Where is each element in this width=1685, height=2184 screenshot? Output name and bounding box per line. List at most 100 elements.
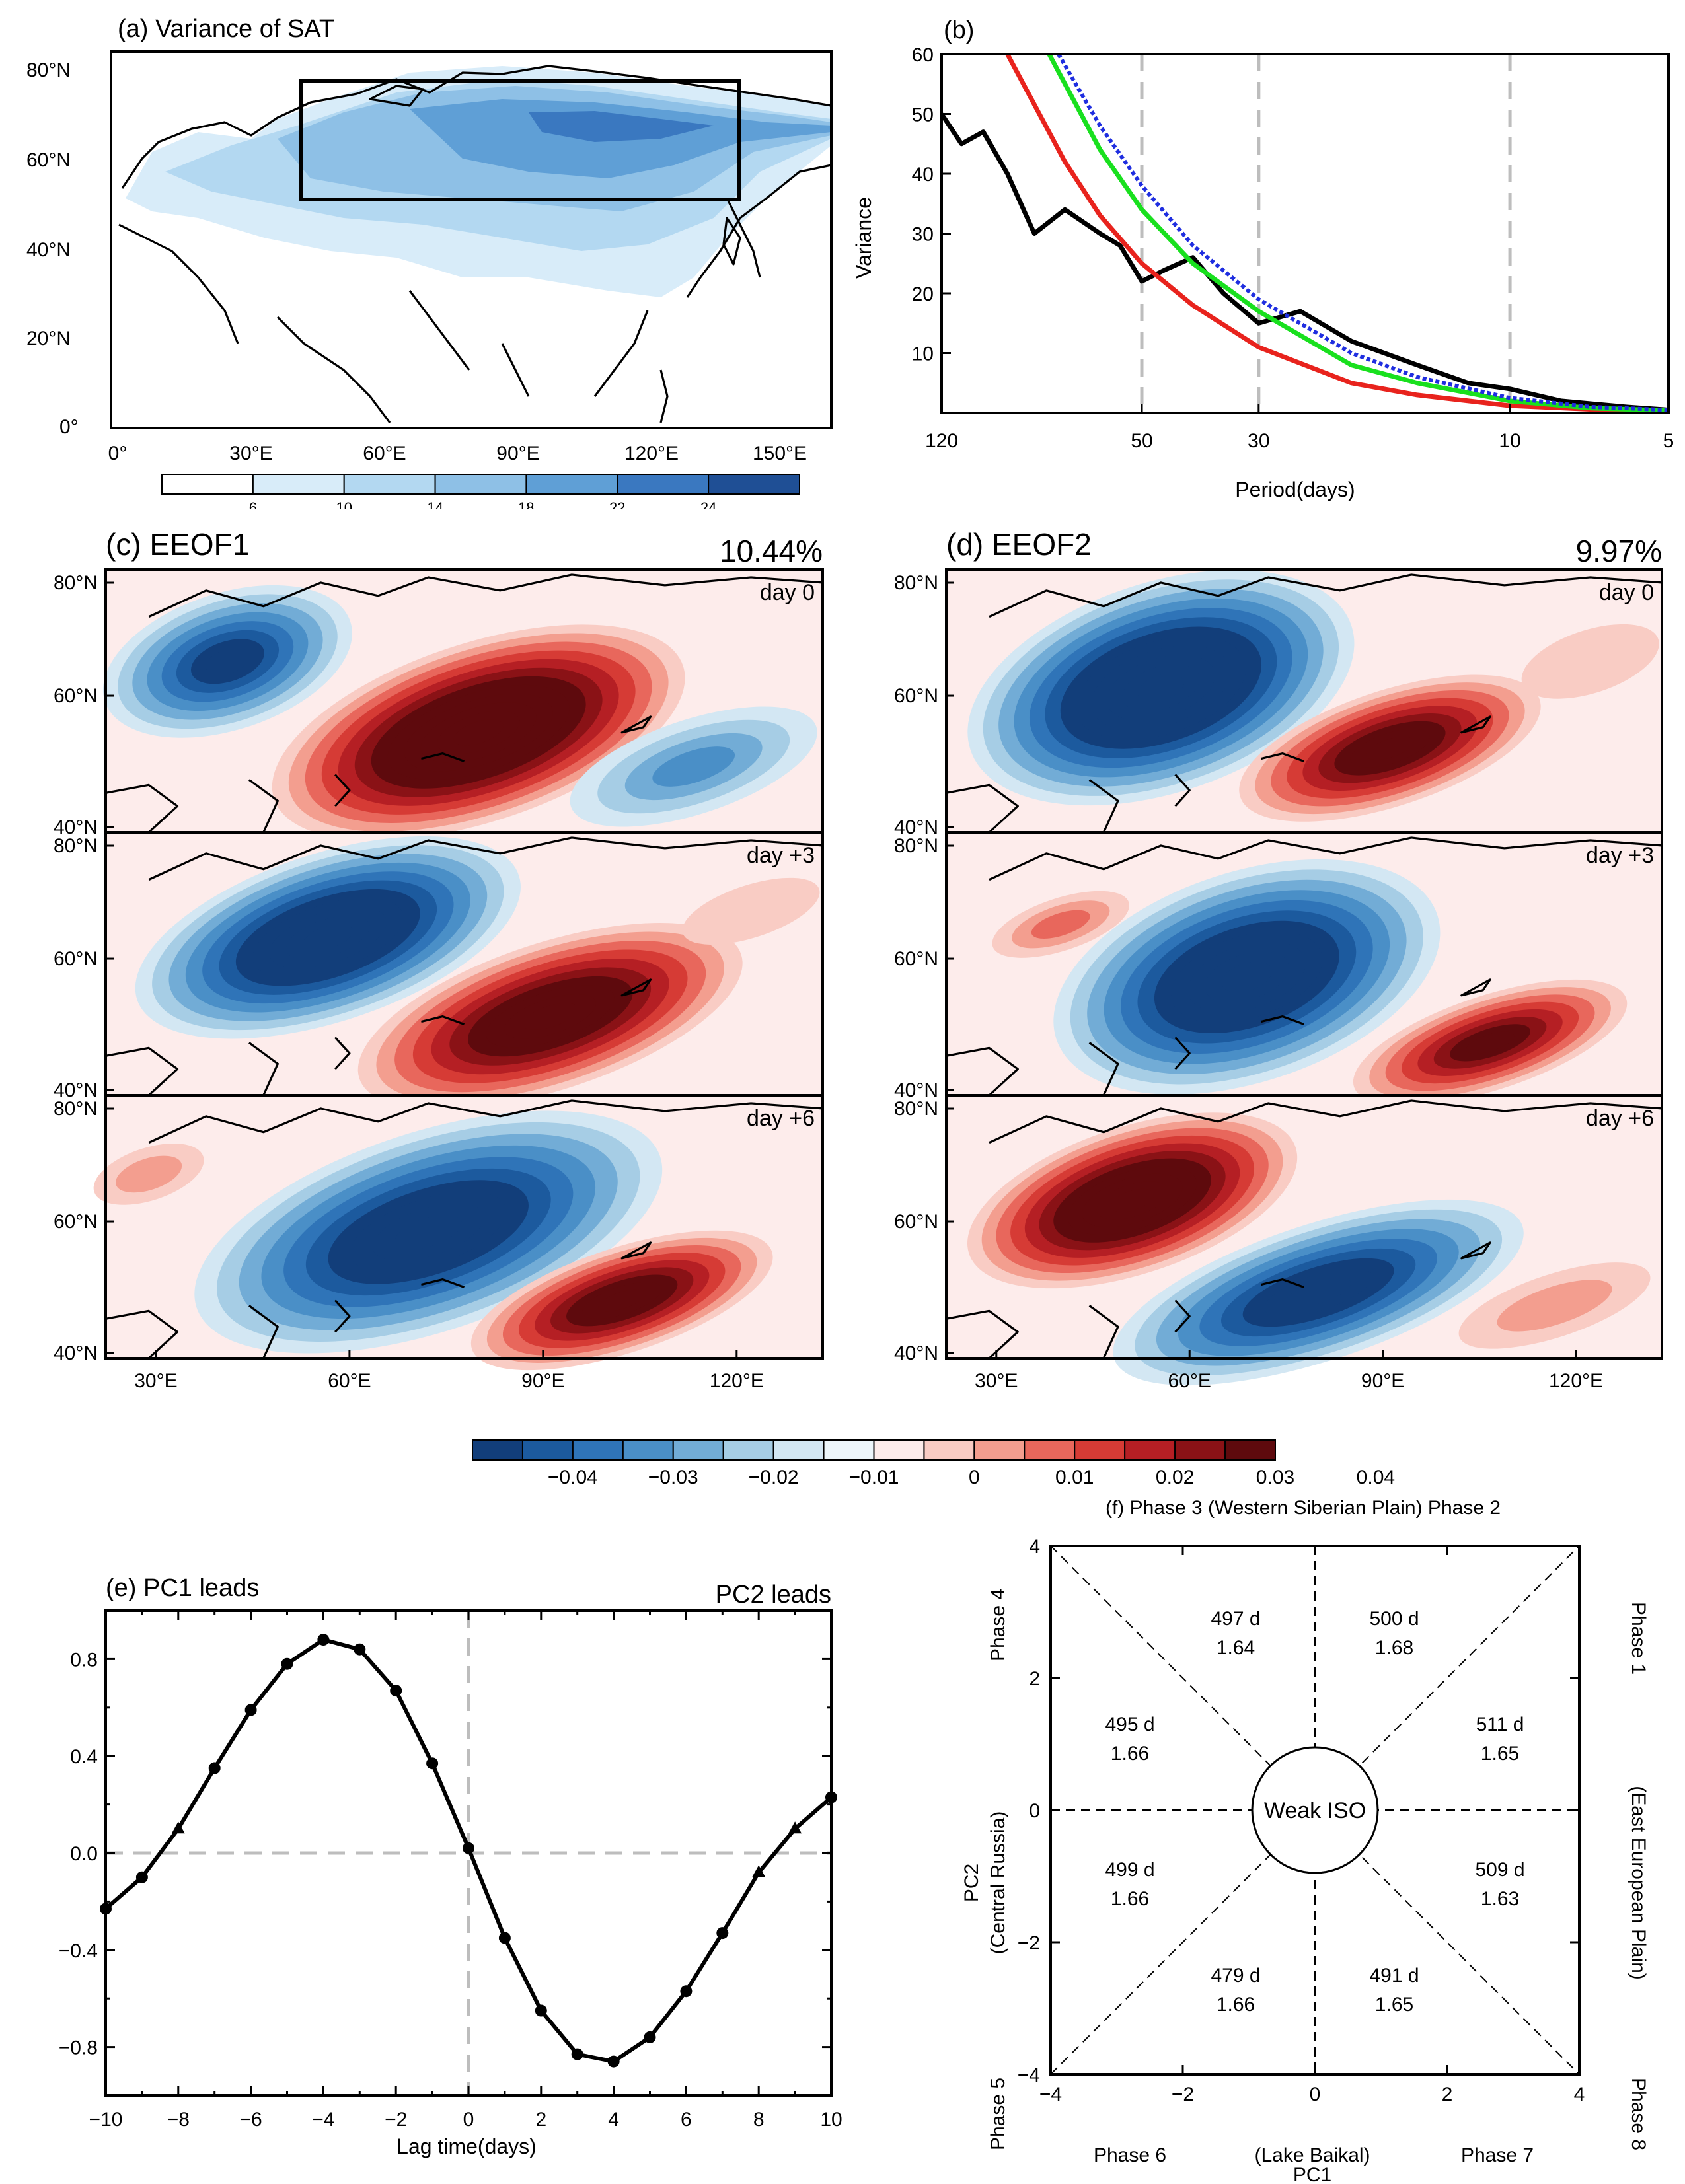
x-tick-label: 0 [463,2109,474,2130]
data-point [571,2048,583,2060]
data-point [244,1704,257,1716]
colorbar-tick: −0.02 [749,1467,799,1488]
data-point [463,1842,474,1854]
colorbar-tick: −0.03 [648,1467,698,1488]
lon-tick: 120°E [624,443,679,464]
day-label: day +3 [1586,843,1654,868]
colorbar-swatch [434,474,527,495]
lat-tick: 20°N [26,328,71,349]
lat-tick-label: 60°N [54,948,98,970]
panel-e-title: (e) PC1 leads [106,1574,259,1602]
series-red-noise [1005,53,1669,414]
y-tick-label: 0 [1029,1800,1040,1822]
x-tick-label: 4 [608,2109,619,2130]
data-point [752,1865,766,1877]
coastline [105,1099,823,1360]
sector-amplitude: 1.66 [1111,1743,1149,1765]
contour-fill [523,1003,578,1030]
colorbar-swatch [973,1439,1026,1461]
colorbar-swatch [1074,1439,1126,1461]
y-tick-label: 50 [912,104,934,126]
coastline [946,573,1663,834]
colorbar-swatch [1174,1439,1226,1461]
x-tick-label: 4 [1574,2084,1585,2105]
lon-tick-label: 90°E [521,1370,564,1392]
data-point [644,2031,656,2043]
y-tick-label: 40 [912,164,934,186]
lon-tick-label: 60°E [1168,1370,1211,1392]
panel-a-lat-ticks: 80°N 60°N 40°N 20°N 0° [26,59,79,438]
series-spectrum [940,112,1669,412]
panel-d-title: (d) EEOF2 [946,527,1092,562]
y-tick-label: 2 [1029,1668,1040,1690]
series-95-bound [1047,53,1669,413]
panel-b-ylabel: Variance [852,197,876,279]
x-tick-label: −8 [167,2109,190,2130]
colorbar-tick: −0.04 [548,1467,598,1488]
lat-tick-label: 60°N [894,948,938,970]
data-point [208,1762,221,1774]
contour-fill [598,1289,646,1312]
contour-fill [116,1155,182,1193]
x-tick-label: 50 [1131,430,1152,452]
sector-days: 499 d [1105,1859,1154,1881]
x-tick-label: 2 [1442,2084,1453,2105]
panel-f-bottom-mid: (Lake Baikal) [1254,2144,1370,2166]
colorbar-tick: 0 [969,1467,980,1488]
panel-a: (a) Variance of SAT 80°N 60°N 40°N 20°N … [26,15,833,509]
lat-tick-label: 40°N [894,1342,938,1364]
y-tick-label: −4 [1018,2064,1040,2086]
panel-f-left-pc: PC2 [961,1864,983,1902]
x-tick-label: 8 [753,2109,765,2130]
colorbar-swatch [525,474,618,495]
sector-amplitude: 1.68 [1375,1637,1413,1659]
colorbar-tick: 0.01 [1055,1467,1094,1488]
lat-tick-label: 40°N [894,817,938,838]
lat-tick-label: 40°N [894,1079,938,1101]
lat-tick: 60°N [26,149,71,171]
data-point [426,1757,439,1770]
data-point [281,1657,293,1670]
x-tick-label: 2 [535,2109,546,2130]
panel-f-right-bottom: Phase 8 [1628,2078,1649,2150]
data-point [317,1634,330,1646]
colorbar-tick: 0.02 [1156,1467,1194,1488]
colorbar-swatch [343,474,436,495]
weak-iso-label: Weak ISO [1264,1798,1366,1823]
colorbar-swatch [252,474,345,495]
lon-tick: 150°E [753,443,807,464]
contour-fill [1497,1280,1612,1332]
colorbar-swatch [873,1439,925,1461]
y-tick-label: 30 [912,224,934,246]
data-point [680,1985,693,1998]
panel-f-left-top: Phase 4 [987,1589,1009,1661]
lon-tick: 60°E [363,443,406,464]
lat-tick-label: 40°N [54,817,98,838]
panel-c-title: (c) EEOF1 [106,527,249,562]
panel-a-selection-box [299,79,741,201]
eeof1-map-row-2: day +6 80°N 60°N 40°N [54,1094,824,1371]
sector-amplitude: 1.65 [1375,1994,1413,2016]
colorbar-tick: 0.03 [1256,1467,1294,1488]
y-tick-label: 0.0 [70,1843,98,1865]
sat-variance-max [529,111,714,142]
lat-tick-label: 40°N [54,1079,98,1101]
lat-tick-label: 80°N [54,1098,98,1120]
lon-tick-label: 30°E [134,1370,177,1392]
eeof2-map-row-2: day +6 80°N 60°N 40°N [894,1094,1663,1386]
panel-e-xlabel: Lag time(days) [396,2134,537,2158]
contour-fill [1466,1031,1515,1054]
lat-tick-label: 60°N [54,1211,98,1233]
data-point [607,2055,620,2068]
panels-eeof: (c) EEOF1 10.44% (d) EEOF2 9.97% day 0 80… [54,527,1663,1488]
day-label: day 0 [1599,580,1654,605]
panel-f-right-top: Phase 1 [1628,1602,1649,1675]
lon-tick-label: 120°E [710,1370,764,1392]
eeof2-map-row-0: day 0 80°N 60°N 40°N [894,568,1663,838]
sector-days: 500 d [1369,1608,1419,1630]
colorbar-swatch [672,1439,724,1461]
x-tick-label: −4 [1039,2084,1062,2105]
colorbar-swatch [923,1439,975,1461]
lon-tick: 30°E [229,443,272,464]
lat-tick: 80°N [26,59,71,81]
